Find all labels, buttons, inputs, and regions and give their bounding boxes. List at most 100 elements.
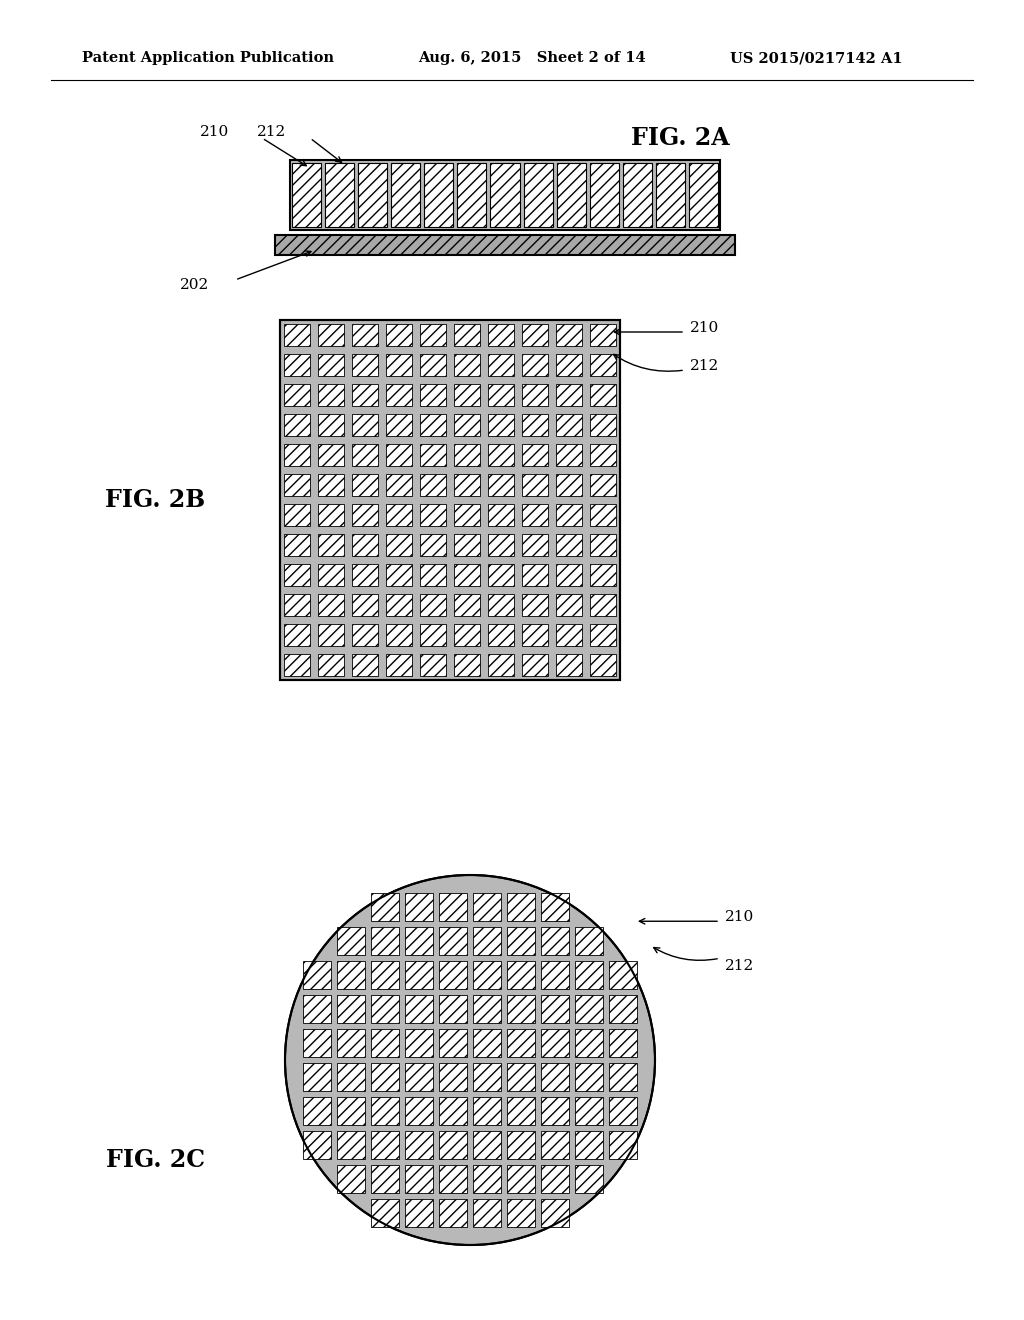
Bar [575,995,603,1023]
Bar [541,927,569,954]
Bar [337,927,365,954]
Bar [590,594,616,616]
Bar [556,323,582,346]
Bar [575,1063,603,1092]
Bar [404,1199,433,1228]
Bar [488,653,514,676]
Bar [473,892,501,921]
Bar [541,892,569,921]
Bar [575,1166,603,1193]
Bar [337,961,365,989]
Bar [488,384,514,407]
Bar [609,1063,637,1092]
Bar [609,1030,637,1057]
Bar [386,414,412,436]
Bar [284,414,310,436]
Bar [352,384,378,407]
Bar [371,961,399,989]
Bar [590,414,616,436]
Bar [424,162,454,227]
Bar [420,414,446,436]
Bar [522,653,548,676]
Bar [439,892,467,921]
Bar [371,892,399,921]
Bar [386,624,412,645]
Bar [386,653,412,676]
Bar [541,1166,569,1193]
Bar [556,653,582,676]
Bar [454,384,480,407]
Bar [590,474,616,496]
Bar [318,444,344,466]
Bar [439,1166,467,1193]
Bar [292,162,322,227]
Bar [473,1199,501,1228]
Bar [318,323,344,346]
Bar [473,1097,501,1125]
Bar [318,474,344,496]
Bar [490,162,519,227]
Bar [371,1097,399,1125]
Bar [556,564,582,586]
Bar [590,354,616,376]
Bar [404,1166,433,1193]
Bar [352,504,378,525]
Bar [318,653,344,676]
Bar [386,594,412,616]
Bar [454,594,480,616]
Bar [303,995,331,1023]
Bar [507,1199,536,1228]
Bar [609,1131,637,1159]
Bar [541,1131,569,1159]
Bar [404,1030,433,1057]
Bar [337,1097,365,1125]
Bar [541,1063,569,1092]
Bar [458,162,486,227]
Text: 210: 210 [690,321,719,335]
Bar [284,653,310,676]
Bar [522,564,548,586]
Bar [556,384,582,407]
Bar [337,1131,365,1159]
Bar [522,535,548,556]
Bar [590,162,618,227]
Bar [541,961,569,989]
Bar [275,235,735,255]
Bar [575,1131,603,1159]
Bar [303,1097,331,1125]
Bar [352,594,378,616]
Bar [420,564,446,586]
Bar [439,961,467,989]
Bar [590,535,616,556]
Bar [575,927,603,954]
Bar [284,504,310,525]
Bar [507,927,536,954]
Bar [404,892,433,921]
Bar [284,624,310,645]
Bar [386,474,412,496]
Bar [507,961,536,989]
Bar [420,323,446,346]
Bar [439,1063,467,1092]
Bar [541,995,569,1023]
Bar [318,624,344,645]
Bar [303,1131,331,1159]
Bar [507,1166,536,1193]
Bar [473,1166,501,1193]
Bar [420,384,446,407]
Text: FIG. 2C: FIG. 2C [105,1148,205,1172]
Text: 210: 210 [201,125,229,139]
Bar [386,323,412,346]
Bar [284,564,310,586]
Bar [590,564,616,586]
Bar [303,1063,331,1092]
Bar [454,444,480,466]
Bar [522,354,548,376]
Bar [473,1063,501,1092]
Bar [488,504,514,525]
Bar [575,1097,603,1125]
Bar [556,414,582,436]
Bar [575,1030,603,1057]
Text: FIG. 2A: FIG. 2A [631,125,729,150]
Bar [337,1063,365,1092]
